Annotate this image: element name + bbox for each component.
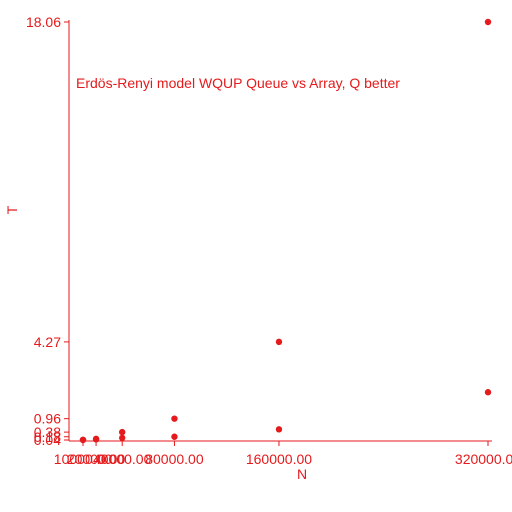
data-points bbox=[79, 18, 492, 444]
data-point bbox=[171, 433, 178, 440]
x-tick-label: 160000.00 bbox=[246, 451, 312, 467]
data-point bbox=[92, 435, 100, 443]
data-point bbox=[275, 338, 283, 346]
data-point bbox=[484, 389, 492, 396]
y-tick-label: 18.06 bbox=[26, 14, 61, 30]
x-tick-label: 40000.00 bbox=[93, 451, 152, 467]
data-point bbox=[171, 415, 178, 422]
y-axis-label: T bbox=[4, 205, 20, 214]
data-point bbox=[118, 428, 126, 436]
data-point bbox=[484, 18, 492, 26]
axes bbox=[68, 20, 492, 442]
x-tick-label: 20000.00 bbox=[67, 451, 126, 467]
y-tick-label: 0.38 bbox=[34, 424, 61, 440]
y-tick-label: 0.04 bbox=[34, 432, 61, 448]
data-point bbox=[118, 434, 126, 442]
data-point bbox=[79, 436, 87, 443]
y-ticks: 0.040.180.380.96 4.27 18.06 bbox=[26, 14, 69, 448]
chart-title: Erdös-Renyi model WQUP Queue vs Array, Q… bbox=[76, 75, 400, 91]
y-tick-label: 4.27 bbox=[34, 334, 61, 350]
x-axis-label: N bbox=[297, 466, 307, 482]
y-tick-label: 0.18 bbox=[34, 429, 61, 445]
x-tick-label: 80000.00 bbox=[145, 451, 204, 467]
x-tick-label: 10000.00 bbox=[54, 451, 113, 467]
x-tick-label: 320000.00 bbox=[455, 451, 512, 467]
y-tick-label: 0.96 bbox=[34, 411, 61, 427]
data-point bbox=[275, 426, 283, 433]
